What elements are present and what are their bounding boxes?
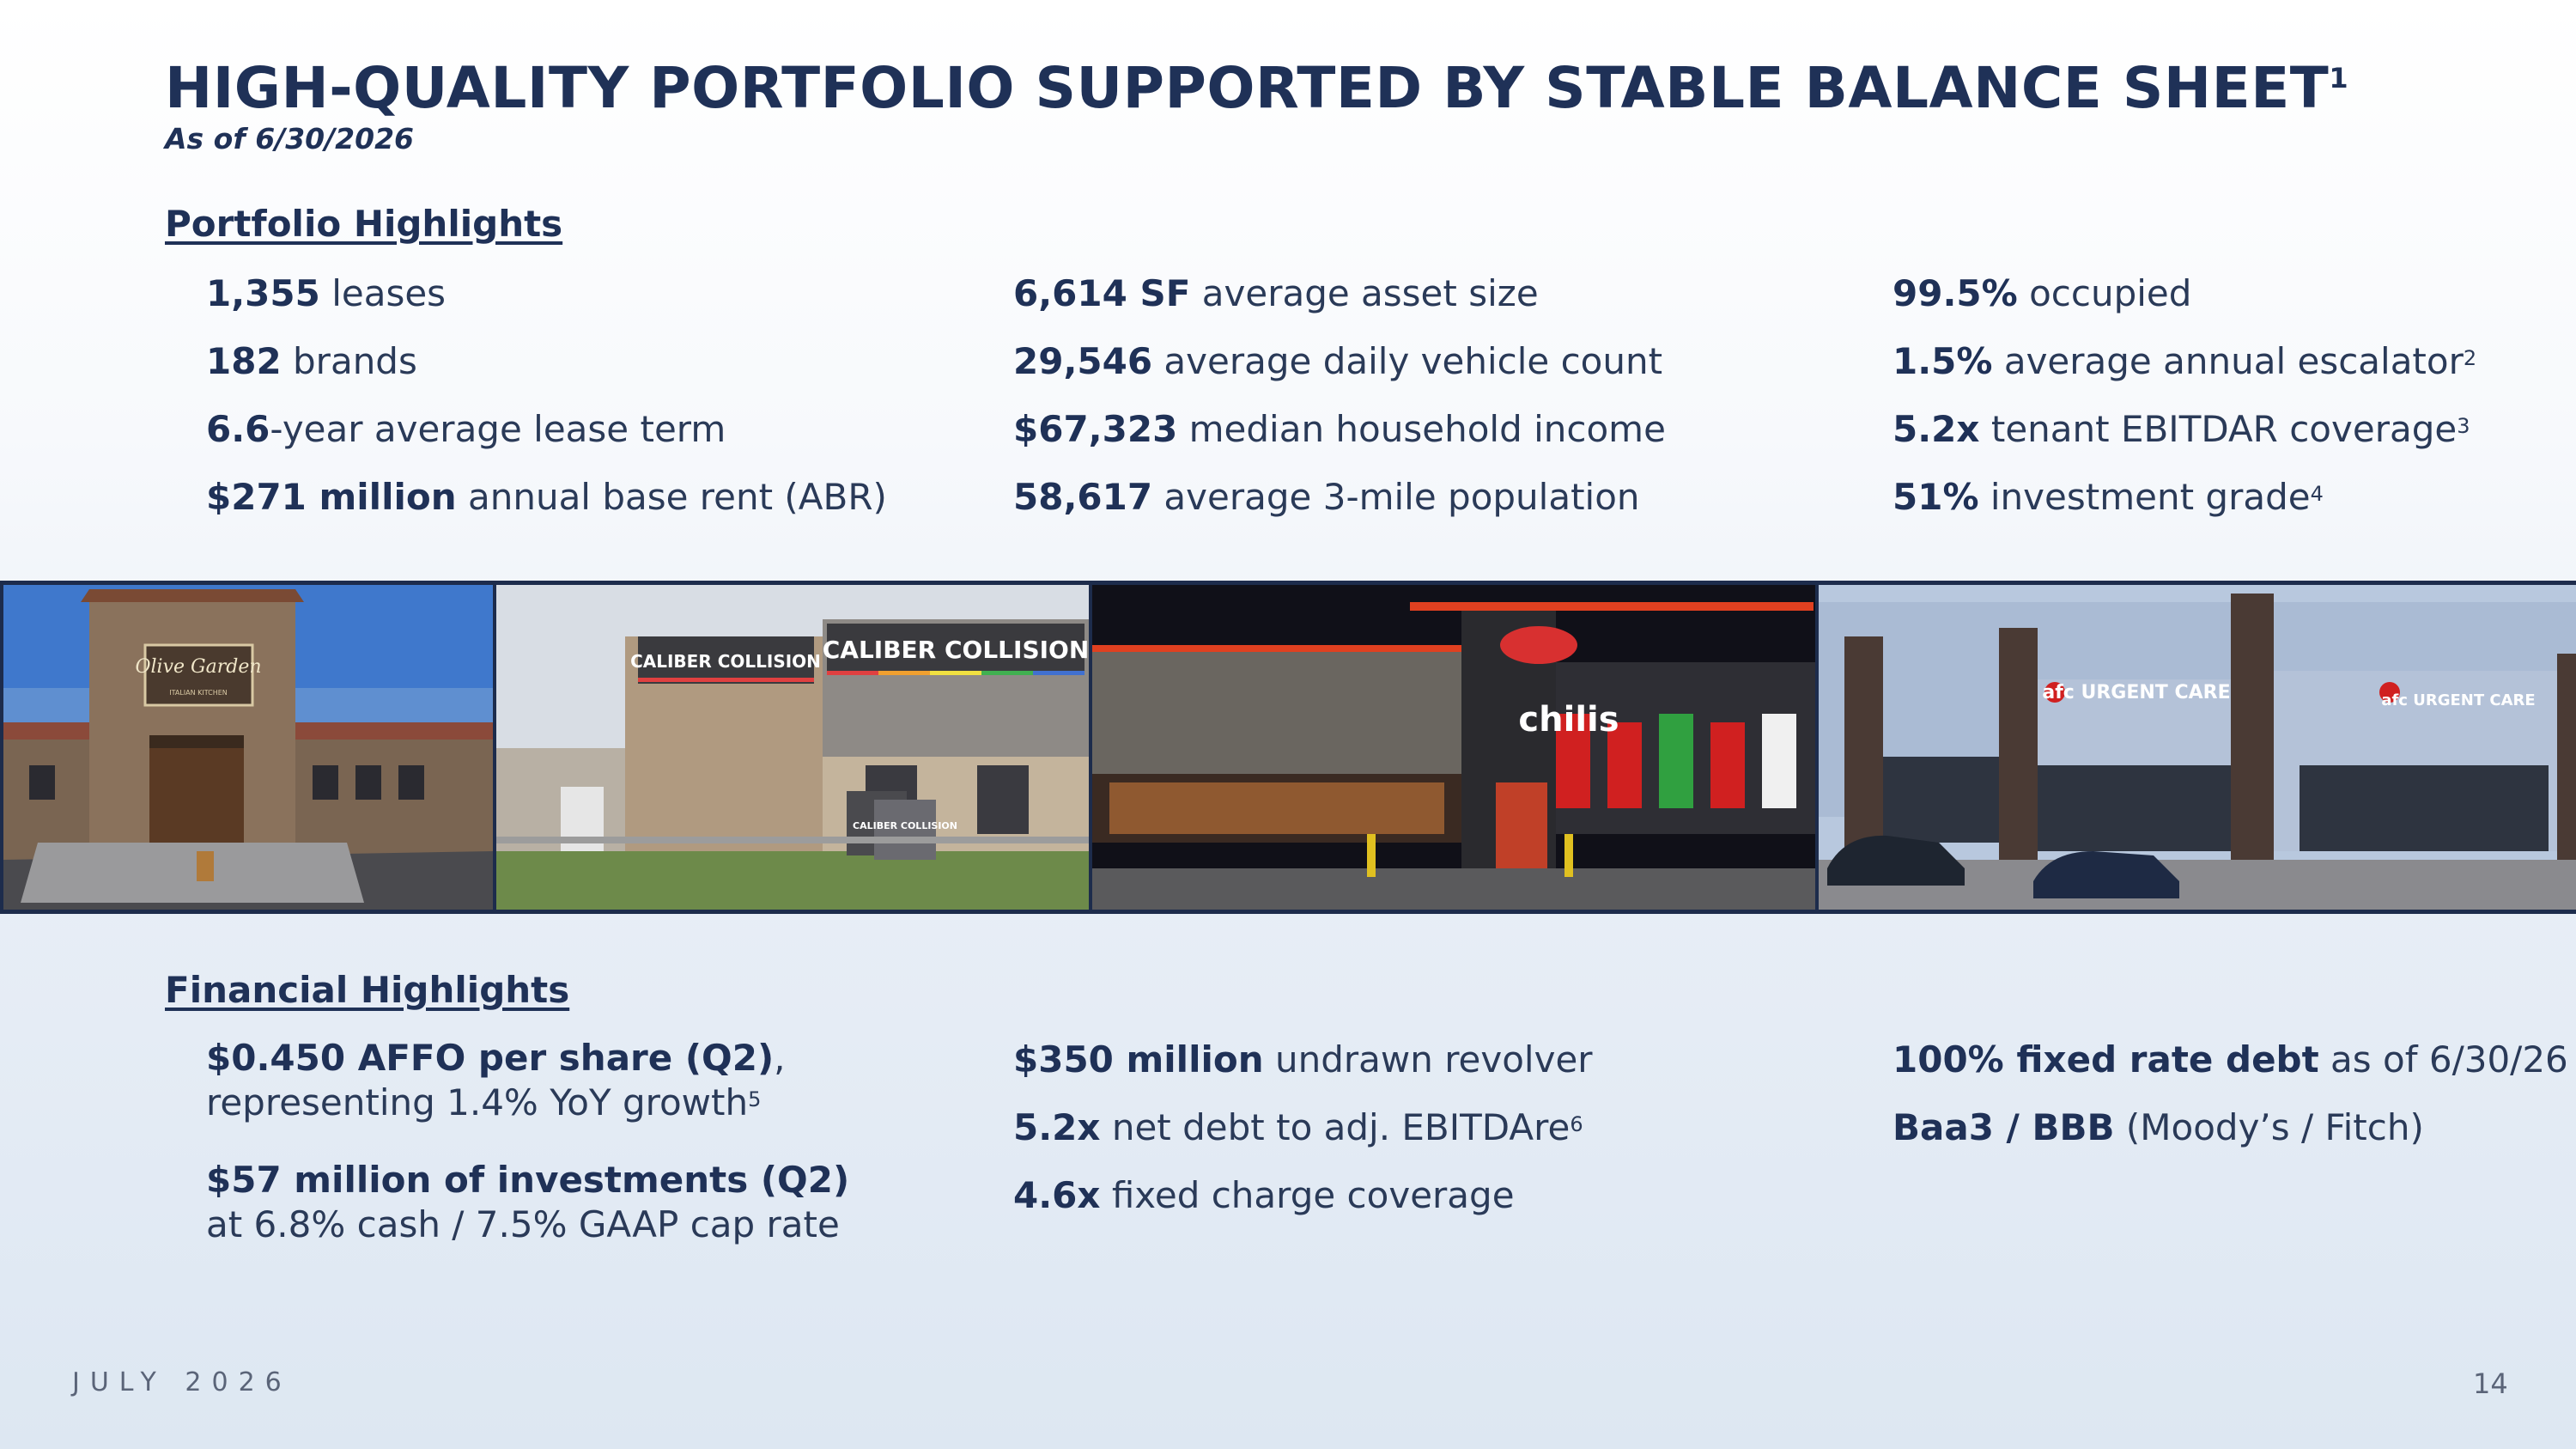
financial-stat: 4.6x fixed charge coverage xyxy=(1013,1174,1515,1216)
caliber-sign-left: CALIBER COLLISION xyxy=(630,651,821,672)
property-photo-strip: Olive Garden ITALIAN KITCHEN CALIBER COL… xyxy=(0,581,2576,914)
portfolio-stat: $67,323 median household income xyxy=(1013,408,1666,450)
portfolio-stat: 5.2x tenant EBITDAR coverage3 xyxy=(1893,408,2470,450)
portfolio-stat: 6,614 SF average asset size xyxy=(1013,272,1539,314)
portfolio-stat: 1,355 leases xyxy=(206,272,447,314)
afc-urgent-care-photo: afc URGENT CARE afc URGENT CARE xyxy=(1819,585,2576,910)
financial-stat: 100% fixed rate debt as of 6/30/26 xyxy=(1893,1038,2568,1081)
olive-garden-sign: Olive Garden xyxy=(135,656,261,678)
financial-stat: Baa3 / BBB (Moody’s / Fitch) xyxy=(1893,1106,2424,1148)
chilis-sign: chilis xyxy=(1518,700,1619,740)
footer-date: JULY 2026 xyxy=(72,1367,292,1397)
caliber-monument-sign: CALIBER COLLISION xyxy=(853,820,957,831)
page-number: 14 xyxy=(2473,1367,2508,1400)
portfolio-stat: 58,617 average 3-mile population xyxy=(1013,476,1640,518)
portfolio-highlights-heading: Portfolio Highlights xyxy=(165,203,563,245)
financial-stat: $350 million undrawn revolver xyxy=(1013,1038,1593,1081)
title-footnote: 1 xyxy=(2329,62,2349,94)
caliber-collision-photo: CALIBER COLLISION CALIBER COLLISION CALI… xyxy=(496,585,1089,910)
caliber-sign-right: CALIBER COLLISION xyxy=(823,636,1089,664)
portfolio-stat: 1.5% average annual escalator2 xyxy=(1893,340,2477,382)
financial-stat-affo: $0.450 AFFO per share (Q2), representing… xyxy=(206,1037,786,1123)
title-text: HIGH-QUALITY PORTFOLIO SUPPORTED BY STAB… xyxy=(165,55,2330,121)
portfolio-stat: 182 brands xyxy=(206,340,417,382)
portfolio-stat: 29,546 average daily vehicle count xyxy=(1013,340,1663,382)
portfolio-stat: 6.6-year average lease term xyxy=(206,408,726,450)
portfolio-stat: 51% investment grade4 xyxy=(1893,476,2324,518)
financial-stat-investments: $57 million of investments (Q2) at 6.8% … xyxy=(206,1159,850,1245)
page-title: HIGH-QUALITY PORTFOLIO SUPPORTED BY STAB… xyxy=(165,55,2348,121)
afc-sign-right: afc URGENT CARE xyxy=(2381,691,2535,709)
svg-text:ITALIAN KITCHEN: ITALIAN KITCHEN xyxy=(169,689,228,697)
as-of-date: As of 6/30/2026 xyxy=(165,122,415,155)
portfolio-stat: 99.5% occupied xyxy=(1893,272,2192,314)
afc-sign-left: afc URGENT CARE xyxy=(2042,682,2230,703)
financial-highlights-heading: Financial Highlights xyxy=(165,969,570,1011)
chilis-photo: chilis xyxy=(1092,585,1815,910)
olive-garden-photo: Olive Garden ITALIAN KITCHEN xyxy=(3,585,493,910)
portfolio-stat: $271 million annual base rent (ABR) xyxy=(206,476,887,518)
financial-stat: 5.2x net debt to adj. EBITDAre6 xyxy=(1013,1106,1583,1148)
